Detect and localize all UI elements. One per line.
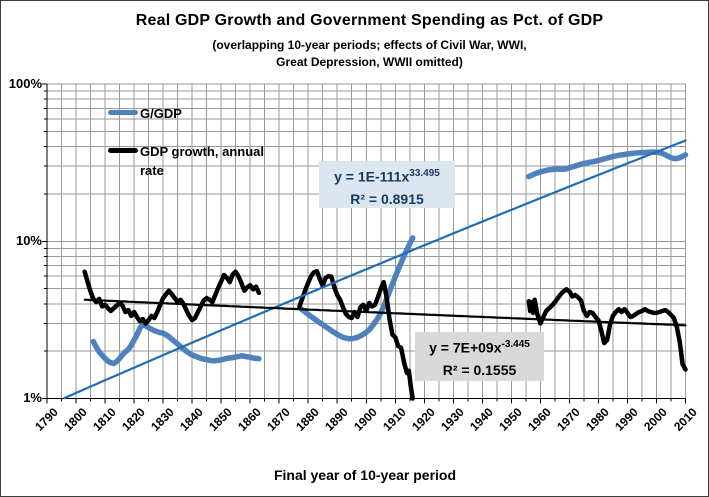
- legend-item-g-gdp: G/GDP: [108, 104, 182, 123]
- trendline-equation-gdp-growth: y = 7E+09x-3.445: [429, 339, 530, 356]
- legend-label-gdp-growth: GDP growth, annual rate: [140, 142, 264, 180]
- chart-subtitle-line1: (overlapping 10-year periods; effects of…: [212, 38, 527, 52]
- gdp-growth-line-swatch: [108, 148, 138, 153]
- chart-title: Real GDP Growth and Government Spending …: [135, 12, 604, 29]
- y-axis-label-100: 100%: [8, 76, 42, 91]
- trendline-equation-box-gdp-growth: y = 7E+09x-3.445 R² = 0.1555: [415, 332, 544, 381]
- trendline-r2-g-gdp: R² = 0.8915: [350, 190, 424, 207]
- g-gdp-line-swatch: [108, 110, 138, 115]
- chart-subtitle-line2: Great Depression, WWII omitted): [276, 55, 463, 69]
- series-gdp-growth: [82, 268, 688, 401]
- axes: [42, 83, 686, 404]
- series-g-gdp: [90, 149, 689, 367]
- trendline-r2-gdp-growth: R² = 0.1555: [442, 361, 517, 378]
- gridlines: [46, 83, 686, 399]
- trendline-g-gdp: [63, 139, 687, 400]
- y-axis-label-10: 10%: [15, 233, 42, 248]
- legend-label-gdp-growth-line1: GDP growth, annual: [140, 144, 264, 159]
- trendline-equation-box-g-gdp: y = 1E-111x33.495 R² = 0.8915: [319, 161, 455, 208]
- legend-label-g-gdp: G/GDP: [140, 106, 182, 121]
- exponent: -3.445: [501, 339, 530, 350]
- y-axis-label-1: 1%: [23, 390, 42, 405]
- legend-label-gdp-growth-line2: rate: [140, 163, 164, 178]
- trendline-equation-g-gdp: y = 1E-111x33.495: [334, 168, 440, 185]
- x-axis-title: Final year of 10-year period: [273, 467, 457, 483]
- legend-item-gdp-growth: GDP growth, annual rate: [108, 142, 264, 180]
- exponent: 33.495: [409, 168, 440, 179]
- trendline-gdp-growth: [83, 298, 687, 327]
